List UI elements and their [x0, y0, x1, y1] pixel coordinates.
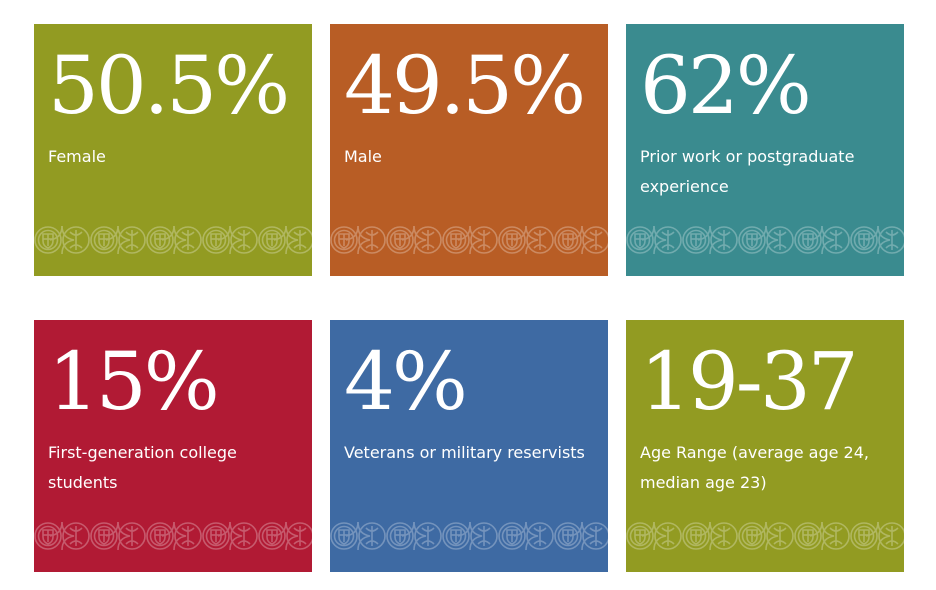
shield-crest-icon — [330, 516, 608, 572]
stat-label: Prior work or postgraduate experience — [640, 147, 855, 196]
stat-tile-veterans: 4% Veterans or military reservists — [330, 320, 608, 572]
stat-tile-prior-work: 62% Prior work or postgraduate experienc… — [626, 24, 904, 276]
shield-crest-icon — [330, 220, 608, 276]
stat-label: First-generation college students — [48, 443, 237, 492]
stat-tile-female: 50.5% Female — [34, 24, 312, 276]
shield-crest-icon — [34, 516, 312, 572]
stat-value: 19-37 — [640, 335, 859, 428]
stat-value: 4% — [344, 335, 468, 428]
stat-value: 62% — [640, 39, 812, 132]
stat-value: 15% — [48, 335, 220, 428]
shield-crest-icon — [34, 220, 312, 276]
stat-label: Female — [48, 147, 106, 166]
stat-value: 50.5% — [48, 39, 290, 132]
stat-tile-first-generation: 15% First-generation college students — [34, 320, 312, 572]
stat-value: 49.5% — [344, 39, 586, 132]
stat-tile-age-range: 19-37 Age Range (average age 24, median … — [626, 320, 904, 572]
shield-crest-icon — [626, 516, 904, 572]
stat-label: Male — [344, 147, 382, 166]
stat-tile-male: 49.5% Male — [330, 24, 608, 276]
stat-label: Age Range (average age 24, median age 23… — [640, 443, 869, 492]
stat-label: Veterans or military reservists — [344, 443, 585, 462]
shield-crest-icon — [626, 220, 904, 276]
